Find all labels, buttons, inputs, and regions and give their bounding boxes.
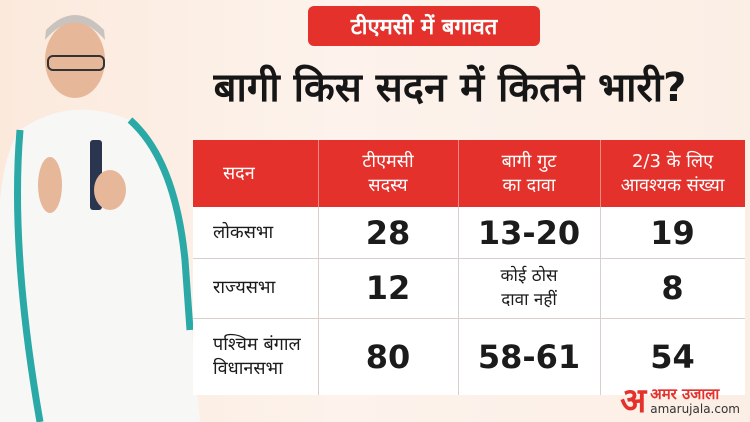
- cell: 13-20: [477, 213, 581, 252]
- row-label: राज्यसभा: [193, 258, 318, 318]
- table-rule: [600, 207, 601, 395]
- cell-line: विधानसभा: [213, 357, 283, 379]
- column-header: बागी गुट का दावा: [458, 140, 600, 207]
- logo: अ अमर उजाला amarujala.com: [620, 384, 740, 418]
- cell: 80: [365, 337, 411, 376]
- row-label: पश्चिम बंगाल विधानसभा: [193, 318, 318, 395]
- glasses: [47, 55, 105, 71]
- cell-line: दावा नहीं: [501, 290, 557, 310]
- hand: [38, 157, 62, 213]
- cell-line: पश्चिम बंगाल: [213, 333, 301, 355]
- cell: 12: [365, 269, 411, 307]
- hair: [45, 15, 105, 40]
- logo-mark: अ: [620, 381, 647, 421]
- face: [45, 22, 105, 98]
- table-rule: [318, 140, 319, 207]
- logo-name: अमर उजाला: [650, 385, 720, 403]
- table-rule: [193, 258, 745, 259]
- table-rule: [458, 140, 459, 207]
- hand: [94, 170, 126, 210]
- cell-line: सदस्य: [368, 174, 408, 196]
- headline: बागी किस सदन में कितने भारी?: [213, 65, 687, 111]
- column-header: सदन: [193, 140, 318, 207]
- saree-border: [14, 129, 44, 422]
- cell-line: आवश्यक संख्या: [620, 174, 725, 196]
- table-rule: [193, 318, 745, 319]
- saree-border: [127, 117, 194, 331]
- logo-text: अमर उजाला amarujala.com: [650, 386, 740, 416]
- table-rule: [600, 140, 601, 207]
- data-table: सदन टीएमसी सदस्य बागी गुट का दावा 2/3 के लिए आ…: [193, 140, 745, 395]
- row-label: लोकसभा: [193, 207, 318, 258]
- person-illustration: [0, 15, 200, 422]
- cell-line: का दावा: [502, 174, 556, 196]
- logo-site: amarujala.com: [650, 402, 740, 416]
- cell: 54: [650, 337, 695, 376]
- table-rule: [458, 207, 459, 395]
- cell-line: सदन: [223, 162, 255, 184]
- cell: 8: [661, 269, 684, 307]
- cell: 58-61: [477, 337, 581, 376]
- table-rule: [318, 207, 319, 395]
- topic-tag: टीएमसी में बगावत: [308, 6, 540, 46]
- cell: 19: [650, 213, 695, 252]
- cell-line: राज्यसभा: [213, 277, 276, 298]
- cell-line: लोकसभा: [213, 221, 274, 243]
- cell: 28: [365, 213, 411, 252]
- cell-line: 2/3 के लिए: [631, 150, 714, 172]
- column-header: 2/3 के लिए आवश्यक संख्या: [600, 140, 745, 207]
- column-header: टीएमसी सदस्य: [318, 140, 458, 207]
- cell-line: बागी गुट: [501, 150, 557, 172]
- cell: कोई ठोस दावा नहीं: [458, 258, 600, 318]
- cell-line: कोई ठोस: [500, 266, 558, 286]
- cell-line: टीएमसी: [362, 150, 414, 172]
